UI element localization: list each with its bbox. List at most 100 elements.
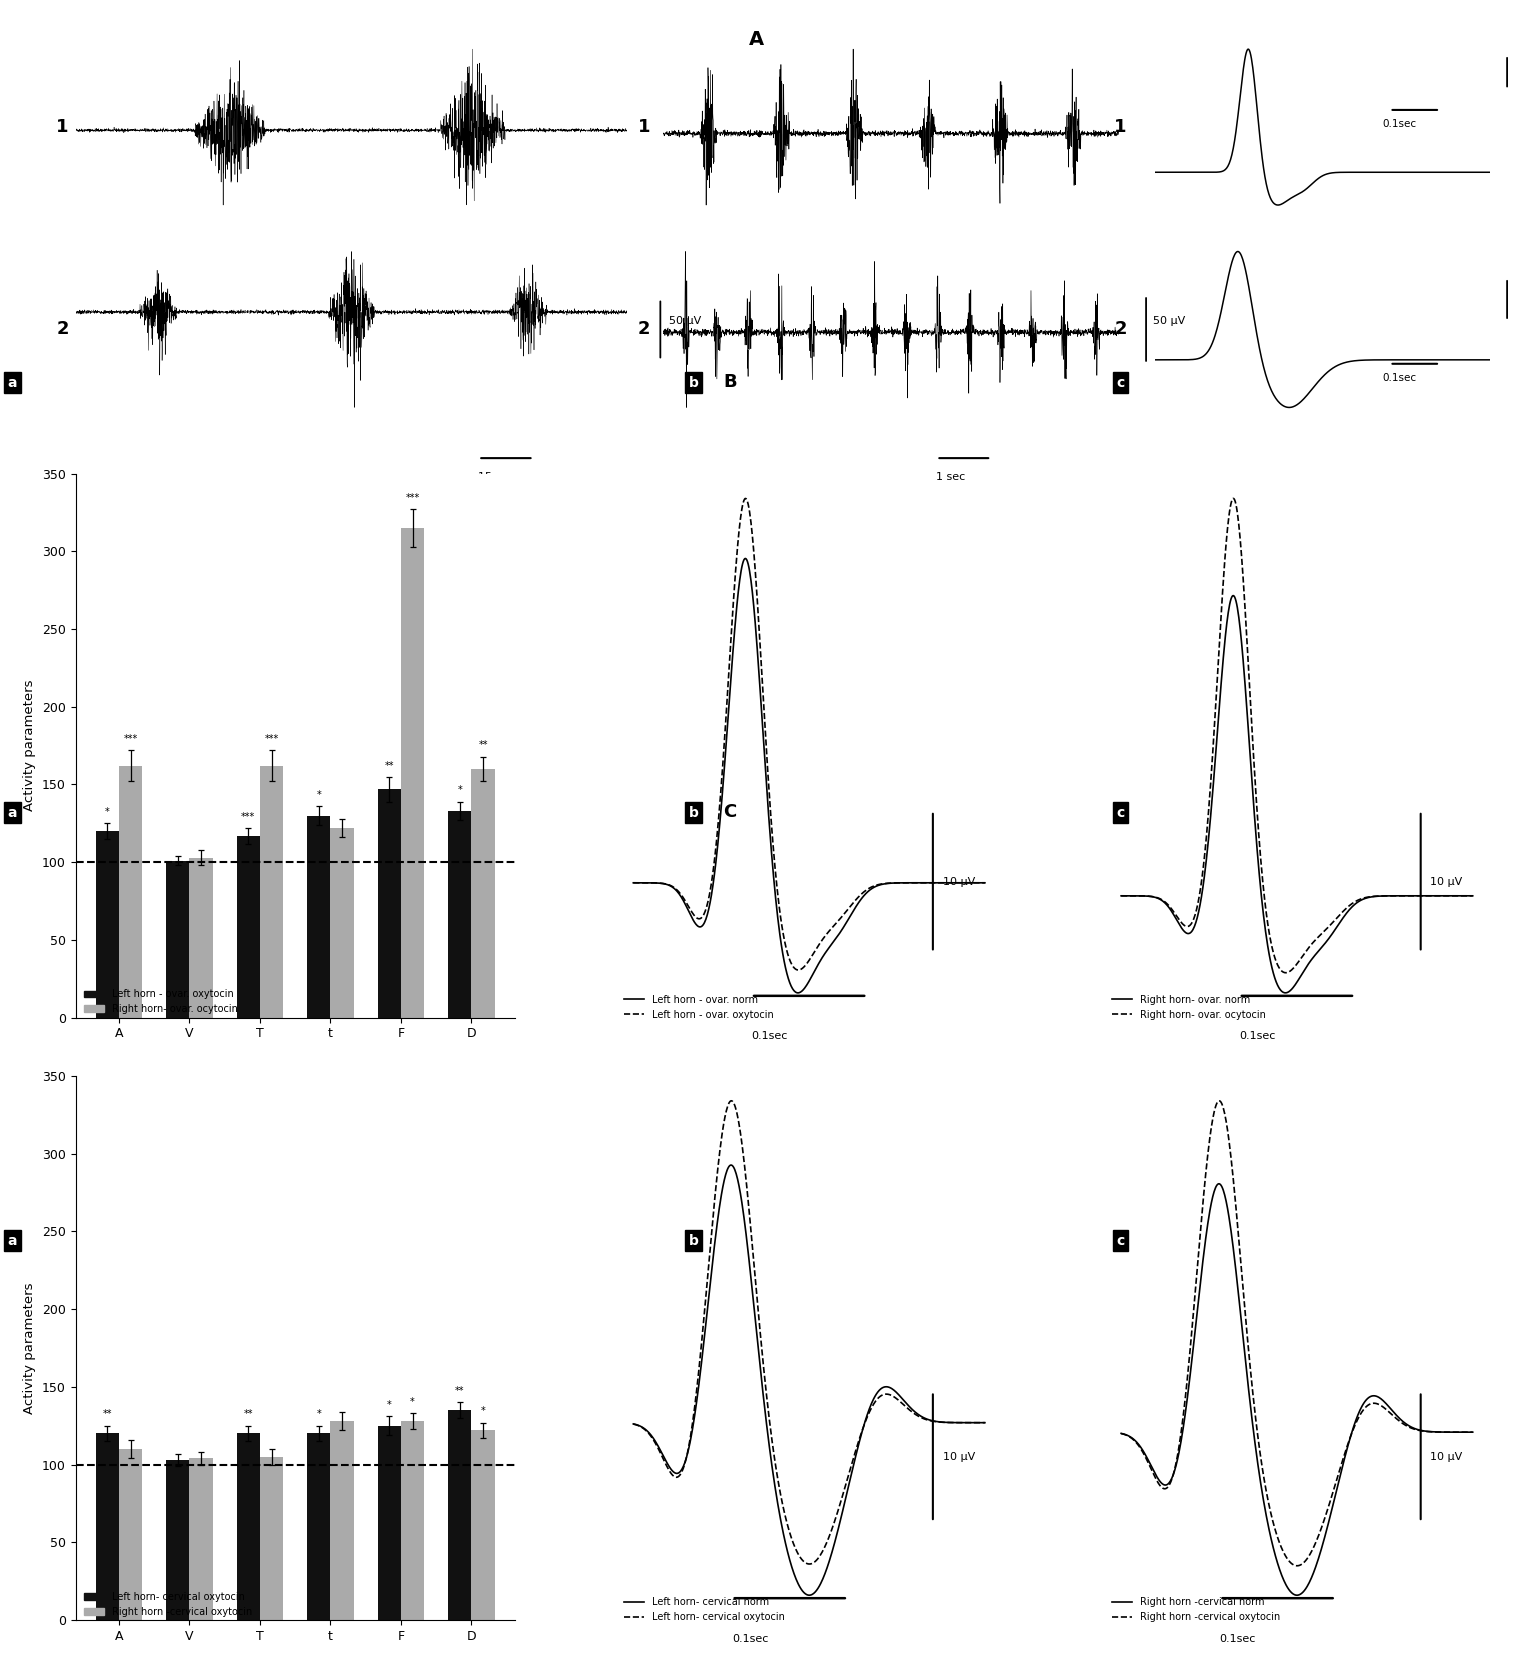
- Text: *: *: [316, 1410, 321, 1420]
- Left horn - ovar. oxytocin: [968, 873, 986, 893]
- Left horn - ovar. norm: [816, 944, 834, 964]
- Right horn -cervical norm: [1304, 1565, 1322, 1585]
- Right horn- ovar. ocytocin: [1224, 489, 1242, 509]
- Right horn -cervical norm: [1401, 1417, 1419, 1436]
- Right horn- ovar. ocytocin: [1280, 962, 1298, 982]
- Text: *: *: [316, 790, 321, 800]
- Left horn - ovar. norm: [976, 873, 994, 893]
- Text: ***: ***: [405, 493, 419, 503]
- Text: **: **: [455, 1387, 464, 1397]
- Text: 2: 2: [56, 321, 70, 339]
- Left horn- cervical oxytocin: [816, 1537, 834, 1557]
- Right horn -cervical oxytocin: [1304, 1539, 1322, 1559]
- Text: 0.1sec: 0.1sec: [750, 1031, 787, 1041]
- Right horn -cervical oxytocin: [1112, 1423, 1130, 1443]
- Line: Left horn - ovar. norm: Left horn - ovar. norm: [634, 559, 985, 993]
- Text: **: **: [103, 1410, 112, 1420]
- Bar: [189, 1458, 213, 1620]
- Right horn- ovar. norm: [1277, 984, 1295, 1003]
- Right horn- ovar. norm: [1304, 949, 1322, 969]
- Line: Right horn- ovar. ocytocin: Right horn- ovar. ocytocin: [1121, 499, 1472, 972]
- Left horn- cervical oxytocin: [914, 1408, 932, 1428]
- Right horn -cervical oxytocin: [1210, 1091, 1229, 1111]
- Right horn -cervical oxytocin: [1280, 1551, 1298, 1570]
- Bar: [189, 858, 213, 1018]
- Bar: [166, 861, 189, 1018]
- Text: 10 μV: 10 μV: [1430, 876, 1463, 886]
- Right horn -cervical oxytocin: [1288, 1555, 1306, 1575]
- Right horn- ovar. norm: [1280, 982, 1298, 1002]
- Left horn - ovar. norm: [794, 979, 812, 998]
- Left horn- cervical norm: [791, 1579, 809, 1598]
- Text: *: *: [481, 1407, 486, 1417]
- Y-axis label: Activity parameters: Activity parameters: [24, 679, 36, 812]
- Text: *: *: [410, 1397, 415, 1407]
- Left horn- cervical oxytocin: [722, 1091, 740, 1111]
- Right horn -cervical oxytocin: [1322, 1486, 1341, 1506]
- Bar: [95, 1433, 120, 1620]
- Legend: Right horn- ovar. norm, Right horn- ovar. ocytocin: Right horn- ovar. norm, Right horn- ovar…: [1109, 990, 1269, 1023]
- Text: 2: 2: [638, 321, 651, 339]
- Line: Right horn -cervical oxytocin: Right horn -cervical oxytocin: [1121, 1101, 1472, 1565]
- Bar: [260, 1456, 283, 1620]
- Text: c: c: [1117, 1233, 1124, 1248]
- Bar: [260, 765, 283, 1018]
- Text: 10 μV: 10 μV: [943, 876, 974, 886]
- Bar: [236, 836, 260, 1018]
- Right horn -cervical oxytocin: [1463, 1422, 1481, 1441]
- Left horn - ovar. oxytocin: [794, 957, 812, 977]
- Text: a: a: [8, 1233, 17, 1248]
- Left horn - ovar. norm: [790, 984, 808, 1003]
- Text: 0.1sec: 0.1sec: [1239, 1031, 1275, 1041]
- Left horn- cervical oxytocin: [791, 1549, 809, 1569]
- Text: c: c: [1117, 805, 1124, 820]
- Text: 10 μV: 10 μV: [943, 1451, 974, 1461]
- Left horn- cervical norm: [625, 1413, 643, 1433]
- Text: 0.1sec: 0.1sec: [732, 1633, 769, 1643]
- Left horn- cervical oxytocin: [976, 1413, 994, 1433]
- Text: a: a: [8, 375, 17, 390]
- Bar: [307, 1433, 330, 1620]
- Left horn- cervical norm: [835, 1496, 853, 1516]
- Text: ***: ***: [124, 734, 138, 744]
- Right horn -cervical norm: [1457, 1422, 1475, 1441]
- Right horn -cervical oxytocin: [1457, 1422, 1475, 1441]
- Y-axis label: Activity parameters: Activity parameters: [24, 1283, 36, 1413]
- Legend: Left horn - ovar. norm, Left horn - ovar. oxytocin: Left horn - ovar. norm, Left horn - ovar…: [620, 990, 778, 1023]
- Left horn - ovar. oxytocin: [625, 873, 643, 893]
- Right horn -cervical norm: [1282, 1582, 1300, 1602]
- Bar: [472, 1430, 495, 1620]
- Legend: Left horn- cervical norm, Left horn- cervical oxytocin: Left horn- cervical norm, Left horn- cer…: [620, 1593, 788, 1627]
- Line: Left horn- cervical norm: Left horn- cervical norm: [634, 1165, 985, 1595]
- Right horn- ovar. norm: [1401, 886, 1419, 906]
- Text: 50 μV: 50 μV: [669, 316, 701, 326]
- Bar: [330, 828, 354, 1018]
- Left horn- cervical norm: [914, 1407, 932, 1427]
- Text: 0.1sec: 0.1sec: [1383, 374, 1418, 383]
- Text: 1: 1: [56, 117, 70, 136]
- Left horn- cervical norm: [976, 1413, 994, 1433]
- Text: *: *: [104, 807, 109, 817]
- Right horn- ovar. ocytocin: [1322, 914, 1341, 934]
- Right horn -cervical norm: [1322, 1499, 1341, 1519]
- Left horn - ovar. oxytocin: [737, 489, 755, 509]
- Left horn- cervical oxytocin: [968, 1413, 986, 1433]
- Bar: [95, 831, 120, 1018]
- Text: b: b: [688, 375, 699, 390]
- Text: a: a: [8, 805, 17, 820]
- Text: A: A: [749, 30, 764, 48]
- Right horn- ovar. ocytocin: [1457, 886, 1475, 906]
- Line: Left horn - ovar. oxytocin: Left horn - ovar. oxytocin: [634, 499, 985, 970]
- Bar: [166, 1460, 189, 1620]
- Bar: [472, 769, 495, 1018]
- Text: **: **: [384, 760, 393, 770]
- Right horn- ovar. ocytocin: [1277, 962, 1295, 982]
- Text: b: b: [688, 1233, 699, 1248]
- Bar: [401, 527, 424, 1018]
- Bar: [448, 1410, 472, 1620]
- Text: C: C: [723, 803, 737, 820]
- Bar: [401, 1422, 424, 1620]
- Right horn -cervical norm: [1463, 1422, 1481, 1441]
- Bar: [378, 788, 401, 1018]
- Text: ***: ***: [241, 812, 256, 822]
